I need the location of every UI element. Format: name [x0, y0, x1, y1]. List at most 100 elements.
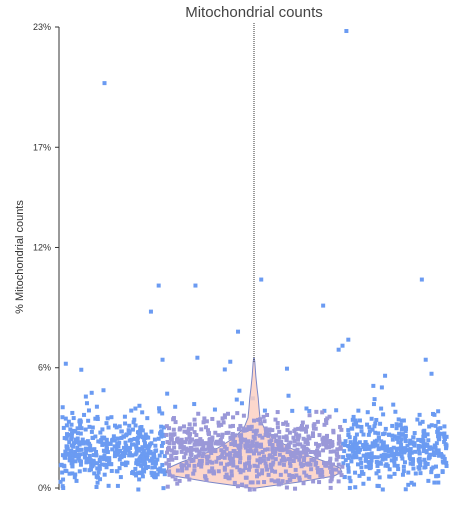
- data-point: [90, 425, 95, 430]
- data-point: [97, 466, 102, 471]
- data-point: [444, 434, 449, 439]
- data-point: [278, 481, 283, 486]
- data-point: [256, 472, 261, 477]
- data-point: [95, 474, 100, 479]
- data-point: [161, 425, 166, 430]
- data-point: [374, 438, 379, 443]
- data-point: [412, 482, 417, 487]
- data-point: [199, 427, 204, 432]
- data-point: [225, 462, 230, 467]
- data-point: [258, 456, 263, 461]
- data-point: [153, 443, 158, 448]
- data-point: [267, 428, 272, 433]
- y-tick-label: 17%: [33, 142, 51, 152]
- data-point: [304, 473, 309, 478]
- data-point: [232, 442, 237, 447]
- data-point: [442, 437, 447, 442]
- data-points: [58, 29, 449, 492]
- data-point: [304, 447, 309, 452]
- data-point: [426, 456, 431, 461]
- data-point: [302, 470, 307, 475]
- data-point: [231, 437, 236, 442]
- data-point: [98, 455, 103, 460]
- outlier-point: [346, 337, 351, 342]
- data-point: [277, 435, 282, 440]
- data-point: [227, 476, 232, 481]
- data-point: [307, 474, 312, 479]
- data-point: [282, 456, 287, 461]
- data-point: [142, 441, 147, 446]
- data-point: [400, 472, 405, 477]
- data-point: [381, 412, 386, 417]
- data-point: [347, 444, 352, 449]
- data-point: [325, 433, 330, 438]
- data-point: [225, 452, 230, 457]
- data-point: [433, 445, 438, 450]
- data-point: [276, 478, 281, 483]
- data-point: [113, 450, 118, 455]
- data-point: [377, 475, 382, 480]
- data-point: [401, 418, 406, 423]
- data-point: [157, 453, 162, 458]
- data-point: [431, 450, 436, 455]
- data-point: [421, 446, 426, 451]
- data-point: [375, 455, 380, 460]
- data-point: [86, 418, 91, 423]
- data-point: [258, 442, 263, 447]
- data-point: [288, 477, 293, 482]
- data-point: [353, 419, 358, 424]
- data-point: [343, 458, 348, 463]
- data-point: [73, 429, 78, 434]
- data-point: [416, 443, 421, 448]
- data-point: [325, 416, 330, 421]
- data-point: [159, 424, 164, 429]
- data-point: [227, 451, 232, 456]
- data-point: [339, 427, 344, 432]
- data-point: [376, 431, 381, 436]
- data-point: [118, 475, 123, 480]
- data-point: [173, 477, 178, 482]
- data-point: [233, 433, 238, 438]
- data-point: [315, 466, 320, 471]
- data-point: [112, 423, 117, 428]
- data-point: [189, 459, 194, 464]
- outlier-point: [148, 309, 153, 314]
- data-point: [277, 461, 282, 466]
- data-point: [274, 446, 279, 451]
- data-point: [151, 453, 156, 458]
- outlier-point: [228, 359, 233, 364]
- data-point: [68, 427, 73, 432]
- data-point: [70, 431, 75, 436]
- data-point: [317, 480, 322, 485]
- data-point: [371, 383, 376, 388]
- data-point: [366, 476, 371, 481]
- data-point: [231, 463, 236, 468]
- data-point: [327, 460, 332, 465]
- data-point: [69, 448, 74, 453]
- data-point: [273, 457, 278, 462]
- data-point: [146, 450, 151, 455]
- data-point: [412, 443, 417, 448]
- data-point: [275, 425, 280, 430]
- data-point: [287, 450, 292, 455]
- data-point: [357, 418, 362, 423]
- data-point: [135, 440, 140, 445]
- data-point: [166, 458, 171, 463]
- data-point: [157, 469, 162, 474]
- data-point: [216, 433, 221, 438]
- data-point: [420, 419, 425, 424]
- data-point: [207, 469, 212, 474]
- data-point: [416, 447, 421, 452]
- data-point: [188, 452, 193, 457]
- data-point: [88, 467, 93, 472]
- data-point: [243, 475, 248, 480]
- data-point: [291, 450, 296, 455]
- data-point: [69, 443, 74, 448]
- data-point: [66, 419, 71, 424]
- data-point: [418, 463, 423, 468]
- data-point: [421, 442, 426, 447]
- data-point: [265, 447, 270, 452]
- data-point: [95, 461, 100, 466]
- data-point: [391, 402, 396, 407]
- data-point: [83, 427, 88, 432]
